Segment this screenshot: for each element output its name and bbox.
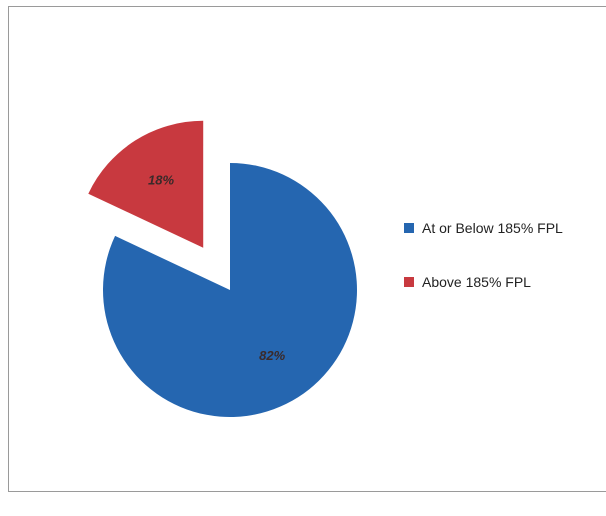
legend-item: Above 185% FPL bbox=[404, 272, 606, 292]
pie-slice-above-185-fpl bbox=[88, 120, 204, 248]
slice-data-label: 18% bbox=[148, 173, 174, 188]
chart-legend: At or Below 185% FPL Above 185% FPL bbox=[404, 218, 606, 292]
slice-data-label: 82% bbox=[259, 348, 285, 363]
legend-label: Above 185% FPL bbox=[422, 274, 531, 290]
legend-swatch bbox=[404, 277, 414, 287]
legend-swatch bbox=[404, 223, 414, 233]
legend-item: At or Below 185% FPL bbox=[404, 218, 606, 238]
legend-label: At or Below 185% FPL bbox=[422, 220, 563, 236]
pie-slice-at-or-below-185-fpl bbox=[103, 163, 358, 417]
